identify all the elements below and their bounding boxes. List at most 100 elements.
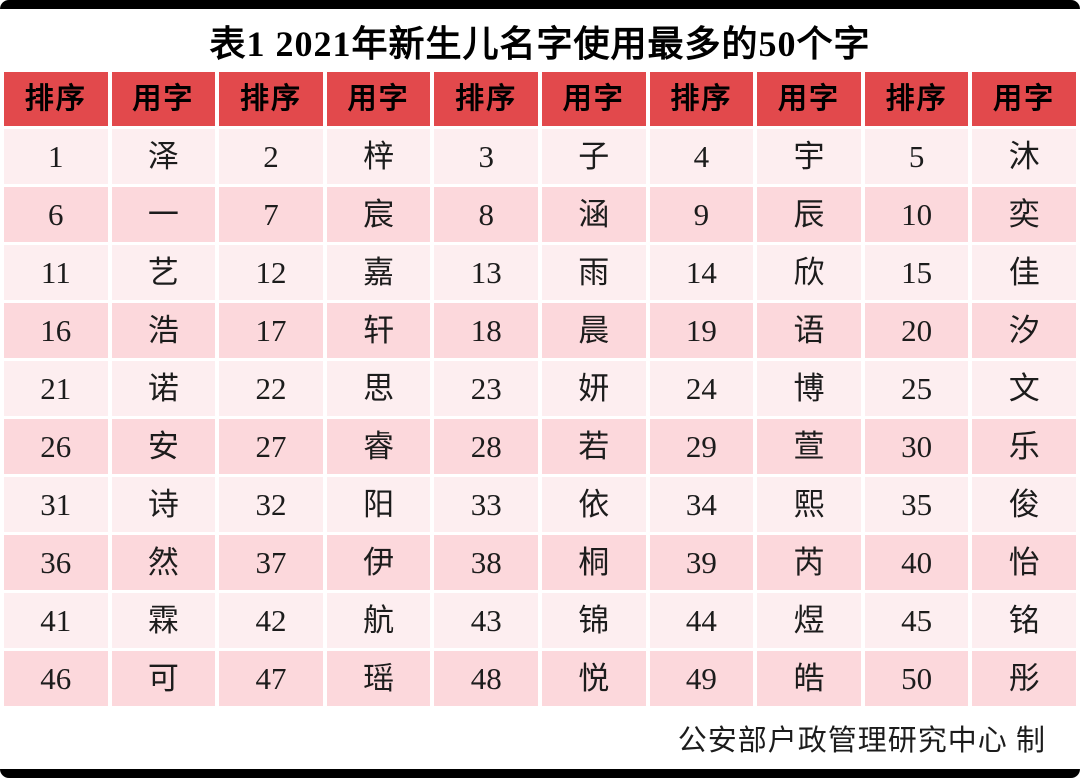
rank-cell: 33 xyxy=(434,477,538,532)
rank-cell: 41 xyxy=(4,593,108,648)
rank-cell: 14 xyxy=(649,245,754,300)
name-char-cell: 汐 xyxy=(972,303,1076,358)
rank-cell: 31 xyxy=(4,477,108,532)
name-char-cell: 语 xyxy=(757,303,861,358)
rank-cell: 15 xyxy=(864,245,969,300)
name-char-cell: 睿 xyxy=(326,419,431,474)
name-char-cell: 阳 xyxy=(326,477,431,532)
name-char-cell: 伊 xyxy=(326,535,431,590)
rank-cell: 30 xyxy=(864,419,969,474)
column-header: 用字 xyxy=(541,72,646,126)
source-credit: 公安部户政管理研究中心 制 xyxy=(677,724,1046,757)
rank-cell: 39 xyxy=(649,535,754,590)
name-char-cell: 博 xyxy=(757,361,861,416)
column-header: 排序 xyxy=(649,72,754,126)
column-header: 用字 xyxy=(757,72,861,126)
name-char-cell: 桐 xyxy=(541,535,646,590)
rank-cell: 16 xyxy=(4,303,108,358)
name-char-cell: 宇 xyxy=(757,129,861,184)
rank-cell: 49 xyxy=(649,651,754,706)
rank-cell: 29 xyxy=(649,419,754,474)
name-char-cell: 诺 xyxy=(111,361,216,416)
column-header: 排序 xyxy=(4,72,108,126)
name-char-cell: 瑶 xyxy=(326,651,431,706)
name-char-cell: 沐 xyxy=(972,129,1076,184)
name-char-cell: 涵 xyxy=(541,187,646,242)
rank-cell: 6 xyxy=(4,187,108,242)
rank-cell: 46 xyxy=(4,651,108,706)
column-header: 用字 xyxy=(972,72,1076,126)
name-char-cell: 宸 xyxy=(326,187,431,242)
column-header: 排序 xyxy=(219,72,323,126)
rank-cell: 45 xyxy=(864,593,969,648)
rank-cell: 11 xyxy=(4,245,108,300)
footer-area: 公安部户政管理研究中心 制 xyxy=(0,706,1080,769)
name-char-cell: 霖 xyxy=(111,593,216,648)
rank-cell: 22 xyxy=(219,361,323,416)
name-char-cell: 轩 xyxy=(326,303,431,358)
name-char-cell: 嘉 xyxy=(326,245,431,300)
name-char-cell: 奕 xyxy=(972,187,1076,242)
name-char-cell: 彤 xyxy=(972,651,1076,706)
rank-cell: 38 xyxy=(434,535,538,590)
rank-cell: 25 xyxy=(864,361,969,416)
name-char-cell: 悦 xyxy=(541,651,646,706)
rank-cell: 24 xyxy=(649,361,754,416)
name-char-cell: 怡 xyxy=(972,535,1076,590)
name-char-cell: 若 xyxy=(541,419,646,474)
rank-cell: 26 xyxy=(4,419,108,474)
name-char-cell: 欣 xyxy=(757,245,861,300)
rank-cell: 28 xyxy=(434,419,538,474)
rank-cell: 50 xyxy=(864,651,969,706)
name-char-cell: 芮 xyxy=(757,535,861,590)
name-char-cell: 俊 xyxy=(972,477,1076,532)
name-char-cell: 然 xyxy=(111,535,216,590)
column-header: 用字 xyxy=(326,72,431,126)
column-header: 排序 xyxy=(864,72,969,126)
name-char-cell: 佳 xyxy=(972,245,1076,300)
name-char-cell: 文 xyxy=(972,361,1076,416)
name-char-cell: 一 xyxy=(111,187,216,242)
name-char-cell: 晨 xyxy=(541,303,646,358)
column-header: 用字 xyxy=(111,72,216,126)
rank-cell: 13 xyxy=(434,245,538,300)
top-border-bar xyxy=(0,0,1080,9)
rank-cell: 48 xyxy=(434,651,538,706)
rank-cell: 17 xyxy=(219,303,323,358)
column-header: 排序 xyxy=(434,72,538,126)
name-char-cell: 航 xyxy=(326,593,431,648)
rank-cell: 18 xyxy=(434,303,538,358)
rank-cell: 2 xyxy=(219,129,323,184)
name-char-cell: 安 xyxy=(111,419,216,474)
name-char-cell: 铭 xyxy=(972,593,1076,648)
rank-cell: 9 xyxy=(649,187,754,242)
rank-cell: 19 xyxy=(649,303,754,358)
name-char-cell: 泽 xyxy=(111,129,216,184)
rank-cell: 35 xyxy=(864,477,969,532)
rank-cell: 8 xyxy=(434,187,538,242)
rank-cell: 32 xyxy=(219,477,323,532)
rank-cell: 34 xyxy=(649,477,754,532)
title-area: 表1 2021年新生儿名字使用最多的50个字 xyxy=(0,9,1080,72)
rank-cell: 43 xyxy=(434,593,538,648)
rank-cell: 7 xyxy=(219,187,323,242)
rank-cell: 5 xyxy=(864,129,969,184)
rank-cell: 37 xyxy=(219,535,323,590)
name-char-cell: 妍 xyxy=(541,361,646,416)
bottom-border-bar xyxy=(0,769,1080,778)
rank-cell: 12 xyxy=(219,245,323,300)
name-char-cell: 锦 xyxy=(541,593,646,648)
name-char-cell: 辰 xyxy=(757,187,861,242)
name-char-cell: 思 xyxy=(326,361,431,416)
name-char-cell: 艺 xyxy=(111,245,216,300)
rank-cell: 4 xyxy=(649,129,754,184)
name-char-cell: 乐 xyxy=(972,419,1076,474)
baby-names-table: 排序 用字 排序 用字 排序 用字 排序 用字 排序 用字 1 泽 2 梓 3 子 4 宇 5 沐 6 一 7 宸 8 涵 9 辰 10… xyxy=(4,72,1076,706)
rank-cell: 36 xyxy=(4,535,108,590)
name-char-cell: 雨 xyxy=(541,245,646,300)
name-char-cell: 皓 xyxy=(757,651,861,706)
rank-cell: 10 xyxy=(864,187,969,242)
rank-cell: 20 xyxy=(864,303,969,358)
name-char-cell: 萱 xyxy=(757,419,861,474)
